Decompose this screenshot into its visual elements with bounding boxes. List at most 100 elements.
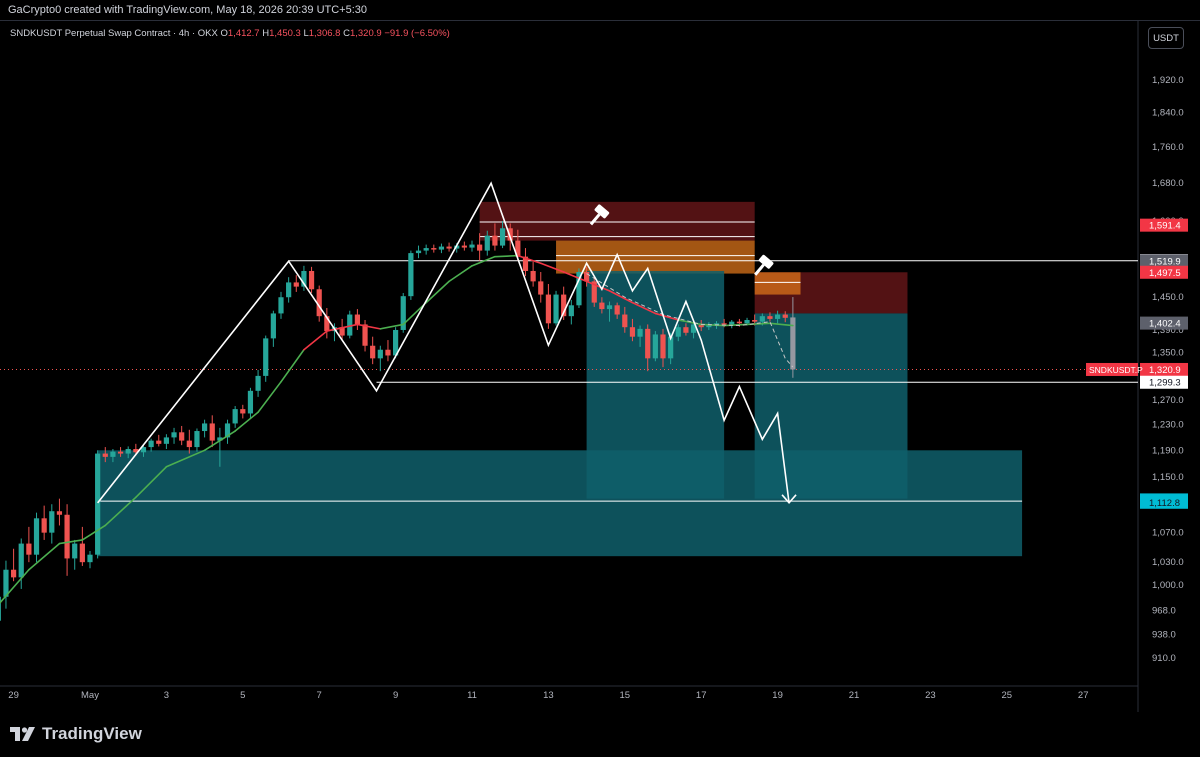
- candle-body: [95, 453, 101, 555]
- candle-body: [438, 246, 445, 250]
- candle-body: [41, 518, 47, 533]
- x-tick-label: 15: [620, 690, 631, 701]
- candle-body: [393, 329, 399, 356]
- moving-average-segment: [425, 280, 450, 304]
- candle-body: [308, 270, 315, 290]
- moving-average-segment: [356, 323, 382, 330]
- candle-body: [11, 569, 17, 578]
- y-tick-label: 1,230.0: [1152, 420, 1184, 431]
- candle-body: [561, 294, 567, 317]
- x-tick-label: 27: [1078, 690, 1089, 701]
- x-tick-label: 23: [925, 690, 936, 701]
- candle-body: [186, 440, 192, 448]
- candle-body: [683, 327, 689, 333]
- gavel-icon: [754, 254, 774, 276]
- price-label-bg: [1140, 265, 1188, 279]
- price-label: 1,299.3: [1149, 378, 1181, 389]
- currency-button[interactable]: USDT: [1148, 27, 1184, 49]
- moving-average-segment: [631, 301, 657, 315]
- price-label: 1,402.4: [1149, 319, 1181, 330]
- moving-average-segment: [585, 280, 611, 292]
- candle-body: [49, 511, 55, 533]
- zone-teal-6: [754, 313, 908, 499]
- candle-body: [247, 390, 254, 414]
- candle-body: [545, 294, 551, 324]
- gavel-icon: [589, 204, 610, 226]
- legend-high: 1,450.3: [269, 28, 301, 39]
- y-tick-label: 1,070.0: [1152, 528, 1184, 539]
- price-chart[interactable]: 1,920.01,840.01,760.01,680.01,600.01,450…: [0, 21, 1200, 713]
- x-tick-label: 13: [543, 690, 554, 701]
- candle-body: [606, 305, 613, 310]
- legend-close-label: C: [343, 28, 350, 39]
- candle-body: [629, 327, 636, 337]
- candle-body: [370, 345, 376, 359]
- candle-body: [431, 248, 437, 250]
- price-label: 1,497.5: [1149, 268, 1181, 279]
- candle-body: [775, 314, 781, 319]
- footer-bar: TradingView: [0, 712, 1200, 757]
- candle-body: [675, 327, 681, 337]
- candle-body: [110, 451, 116, 457]
- candle-body: [385, 349, 391, 356]
- candle-body: [591, 281, 597, 303]
- y-tick-label: 1,840.0: [1152, 108, 1184, 119]
- price-label: 1,519.9: [1149, 256, 1181, 267]
- moving-average-segment: [769, 322, 794, 327]
- candle-body: [530, 270, 536, 282]
- symbol-tag: SNDKUSDT.P: [1089, 365, 1143, 375]
- candle-body: [202, 423, 208, 432]
- candle-body: [163, 437, 169, 444]
- moving-average-segment: [517, 254, 542, 265]
- legend-low: 1,306.8: [308, 28, 341, 39]
- candle-body: [515, 240, 521, 257]
- credit-text: GaCrypto0 created with TradingView.com, …: [8, 4, 368, 16]
- moving-average-segment: [654, 312, 680, 321]
- x-tick-label: 3: [164, 690, 169, 701]
- symbol-legend: SNDKUSDT Perpetual Swap Contract · 4h · …: [10, 28, 450, 39]
- candle-body: [690, 324, 697, 333]
- moving-average-segment: [471, 255, 496, 267]
- candle-body: [736, 321, 742, 324]
- candle-body: [263, 338, 269, 376]
- candle-body: [140, 447, 147, 453]
- candle-body: [461, 245, 467, 248]
- candle-body: [3, 569, 9, 597]
- gavel-handle: [754, 263, 765, 276]
- y-tick-label: 1,450.0: [1152, 292, 1184, 303]
- candle-body: [301, 270, 307, 287]
- candle-body: [270, 313, 276, 339]
- candle-body: [744, 320, 750, 324]
- moving-average-segment: [28, 542, 61, 571]
- candle-body: [721, 323, 727, 325]
- tradingview-logo-icon: [10, 727, 35, 741]
- candle-body: [622, 314, 628, 328]
- candle-body: [698, 324, 704, 328]
- legend-low-label: L: [303, 28, 309, 39]
- moving-average-segment: [379, 323, 405, 330]
- candle-body: [278, 297, 284, 314]
- candle-body: [538, 281, 544, 295]
- candle-body: [477, 244, 483, 251]
- x-tick-label: May: [81, 690, 99, 701]
- y-tick-label: 1,190.0: [1152, 445, 1184, 456]
- moving-average-segment: [448, 265, 473, 283]
- chart-frame[interactable]: 1,920.01,840.01,760.01,680.01,600.01,450…: [0, 20, 1200, 713]
- candle-body: [584, 272, 590, 282]
- y-tick-label: 1,760.0: [1152, 142, 1184, 153]
- x-tick-label: 29: [8, 690, 19, 701]
- zone-orange-5: [754, 272, 801, 295]
- x-tick-label: 7: [317, 690, 322, 701]
- y-tick-label: 1,270.0: [1152, 395, 1184, 406]
- candle-body: [171, 432, 177, 438]
- candle-body: [446, 246, 452, 249]
- tradingview-logo[interactable]: TradingView: [10, 724, 142, 744]
- candle-body: [729, 321, 735, 325]
- candle-body: [117, 451, 124, 454]
- y-tick-label: 1,030.0: [1152, 557, 1184, 568]
- candle-body: [507, 228, 513, 241]
- zone-red-1: [479, 201, 755, 241]
- candle-body: [499, 228, 506, 246]
- moving-average-segment: [135, 465, 168, 499]
- y-tick-label: 1,350.0: [1152, 348, 1184, 359]
